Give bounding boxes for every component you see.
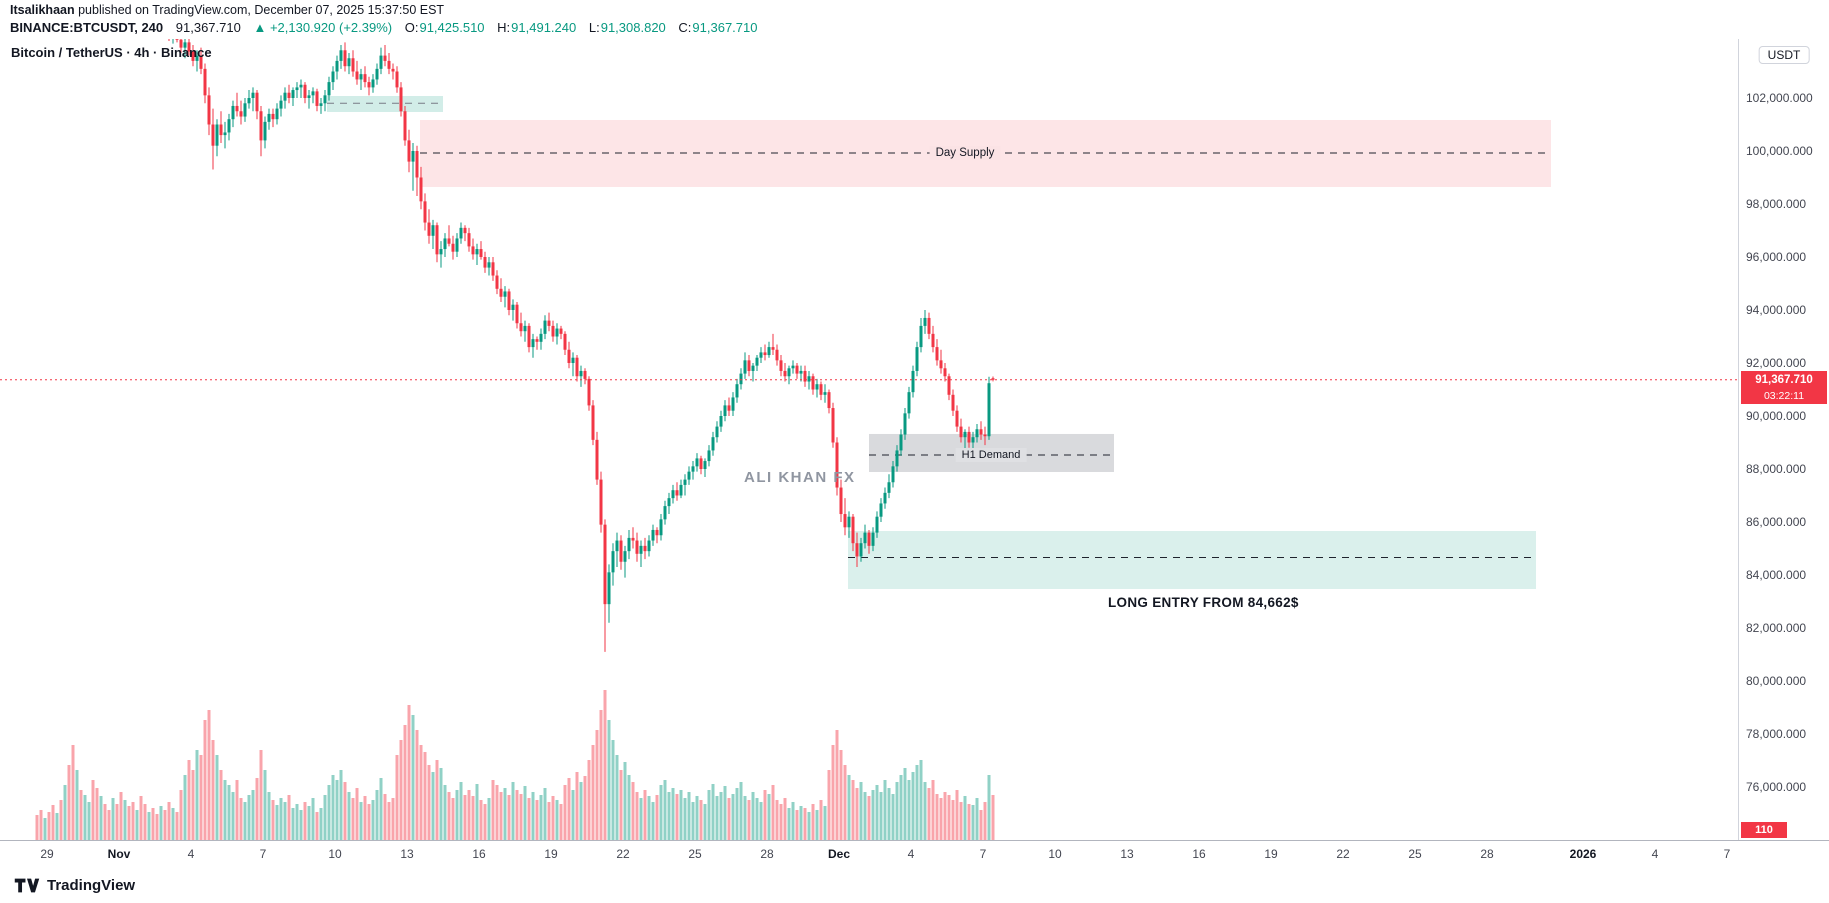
time-tick-label: 29 xyxy=(40,847,54,861)
time-tick-label: 19 xyxy=(1264,847,1278,861)
high-label: H: xyxy=(497,20,511,35)
symbol-name[interactable]: BINANCE:BTCUSDT, 240 xyxy=(10,20,164,35)
author-name[interactable]: Itsalikhaan xyxy=(10,3,75,17)
high-value: 91,491.240 xyxy=(511,20,577,35)
time-tick-label: 22 xyxy=(616,847,630,861)
axis-currency-label[interactable]: USDT xyxy=(1758,46,1810,64)
last-price-badge: 91,367.710 xyxy=(1741,370,1827,389)
tradingview-logo[interactable] xyxy=(14,876,40,895)
time-tick-label: 10 xyxy=(1048,847,1062,861)
legend-last-price: 91,367.710 xyxy=(175,20,241,35)
price-tick-label: 98,000.000 xyxy=(1746,197,1807,211)
close-label: C: xyxy=(678,20,692,35)
legend-change: ▲ +2,130.920 (+2.39%) xyxy=(253,20,393,35)
time-tick-label: Nov xyxy=(107,847,131,861)
brand-name[interactable]: TradingView xyxy=(47,877,136,894)
price-tick-label: 80,000.000 xyxy=(1746,674,1807,688)
candles-layer xyxy=(168,39,995,652)
chart-title[interactable]: Bitcoin / TetherUS · 4h · Binance xyxy=(11,45,212,60)
watermark: ALI KHAN FX xyxy=(744,469,856,486)
volume-value-badge: 110 xyxy=(1741,822,1787,838)
time-tick-label: 25 xyxy=(1408,847,1422,861)
price-tick-label: 76,000.000 xyxy=(1746,780,1807,794)
price-chart[interactable] xyxy=(0,39,1738,840)
h1-demand-label[interactable]: H1 Demand xyxy=(955,448,1027,462)
time-tick-label: 19 xyxy=(544,847,558,861)
time-tick-label: 25 xyxy=(688,847,702,861)
time-axis[interactable]: 29 Nov 4 7 10 13 16 19 22 25 28 Dec 4 7 10 13 16 19 22 25 28… xyxy=(0,840,1829,868)
footer-bar: TradingView xyxy=(0,868,1829,903)
price-tick-label: 96,000.000 xyxy=(1746,250,1807,264)
price-tick-label: 78,000.000 xyxy=(1746,727,1807,741)
time-tick-label: 16 xyxy=(1192,847,1206,861)
time-tick-label: 28 xyxy=(760,847,774,861)
publish-bar: Itsalikhaan published on TradingView.com… xyxy=(0,0,1829,39)
time-tick-label: 28 xyxy=(1480,847,1494,861)
day-supply-label[interactable]: Day Supply xyxy=(929,146,1001,160)
bar-countdown-badge: 03:22:11 xyxy=(1741,388,1827,404)
time-tick-label: 4 xyxy=(187,847,195,861)
time-tick-label: 13 xyxy=(400,847,414,861)
price-tick-label: 102,000.000 xyxy=(1746,91,1813,105)
time-tick-label: 7 xyxy=(1723,847,1731,861)
time-tick-label: Dec xyxy=(827,847,851,861)
low-value: 91,308.820 xyxy=(600,20,666,35)
close-value: 91,367.710 xyxy=(692,20,758,35)
volume-layer xyxy=(35,690,995,840)
time-tick-label: 13 xyxy=(1120,847,1134,861)
chart-area: Bitcoin / TetherUS · 4h · Binance ALI KH… xyxy=(0,39,1829,868)
price-tick-label: 92,000.000 xyxy=(1746,356,1807,370)
publish-info: Itsalikhaan published on TradingView.com… xyxy=(10,3,444,17)
publish-text: published on TradingView.com, December 0… xyxy=(74,3,445,17)
long-entry-annotation[interactable]: LONG ENTRY FROM 84,662$ xyxy=(1108,595,1299,610)
time-tick-label: 4 xyxy=(1651,847,1659,861)
price-tick-label: 100,000.000 xyxy=(1746,144,1813,158)
time-tick-label: 4 xyxy=(907,847,915,861)
price-tick-label: 88,000.000 xyxy=(1746,462,1807,476)
time-tick-label: 2026 xyxy=(1569,847,1597,861)
time-tick-label: 10 xyxy=(328,847,342,861)
time-tick-label: 22 xyxy=(1336,847,1350,861)
time-tick-label: 7 xyxy=(259,847,267,861)
zones-layer xyxy=(327,96,1551,589)
price-tick-label: 82,000.000 xyxy=(1746,621,1807,635)
time-tick-label: 16 xyxy=(472,847,486,861)
price-tick-label: 94,000.000 xyxy=(1746,303,1807,317)
price-tick-label: 84,000.000 xyxy=(1746,568,1807,582)
time-tick-label: 7 xyxy=(979,847,987,861)
price-tick-label: 86,000.000 xyxy=(1746,515,1807,529)
low-label: L: xyxy=(588,20,600,35)
symbol-legend: BINANCE:BTCUSDT, 240 91,367.710 ▲ +2,130… xyxy=(10,20,767,35)
price-tick-label: 90,000.000 xyxy=(1746,409,1807,423)
price-axis[interactable]: USDT 91,367.710 03:22:11 110 102,000.000… xyxy=(1738,39,1829,840)
open-label: O: xyxy=(404,20,419,35)
open-value: 91,425.510 xyxy=(419,20,485,35)
